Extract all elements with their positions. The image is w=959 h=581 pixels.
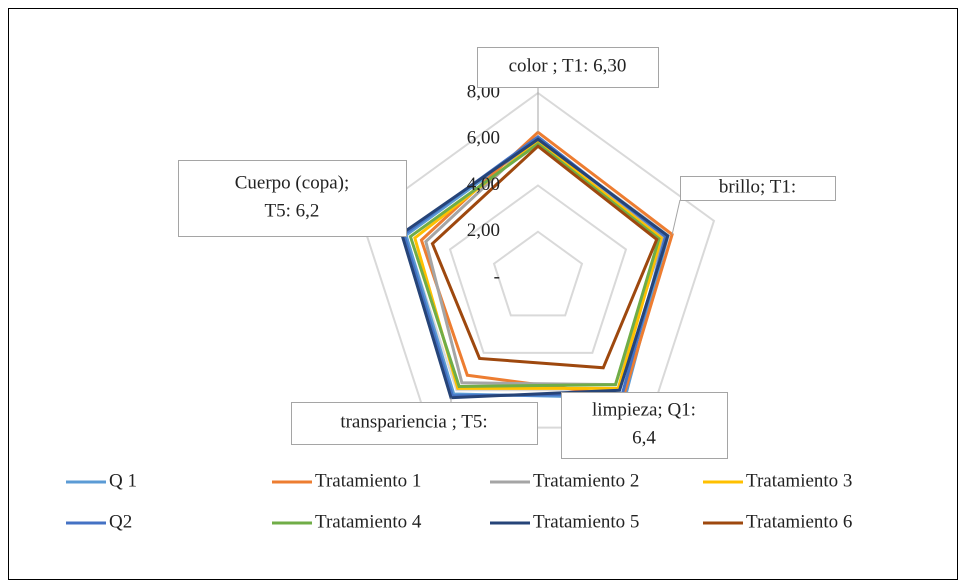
annotation: color ; T1: 6,30 [509,55,627,76]
legend-label: Tratamiento 6 [746,511,852,532]
annotation-box [178,160,407,237]
annotation: 6,4 [632,427,656,448]
legend-label: Q 1 [109,470,137,491]
annotation-box [477,47,659,88]
series-line [399,137,670,400]
legend-label: Tratamiento 3 [746,470,852,491]
annotation: limpieza; Q1: [592,399,696,420]
grid-ring [448,184,628,354]
annotation: T5: 6,2 [265,200,320,221]
annotation: brillo; T1: [719,176,796,197]
leader-line [671,199,681,235]
annotation: Cuerpo (copa); [235,172,349,193]
series-line [430,144,659,370]
annotation: transpariencia ; T5: [340,411,487,432]
tick-label: 6,00 [467,128,500,149]
grid-ring [492,230,584,317]
tick-label: 2,00 [467,220,500,241]
annotation-box [561,392,728,459]
annotation-box [680,176,836,201]
legend-label: Q2 [109,511,132,532]
annotation-box [291,402,538,445]
tick-label: - [494,266,500,287]
legend-label: Tratamiento 5 [533,511,639,532]
series-line [424,134,666,387]
chart-border [8,8,958,580]
legend-label: Tratamiento 4 [315,511,422,532]
legend-label: Tratamiento 2 [533,470,639,491]
tick-label: 4,00 [467,174,500,195]
series-line [408,141,661,389]
series-line [413,139,663,390]
legend-label: Tratamiento 1 [315,470,421,491]
